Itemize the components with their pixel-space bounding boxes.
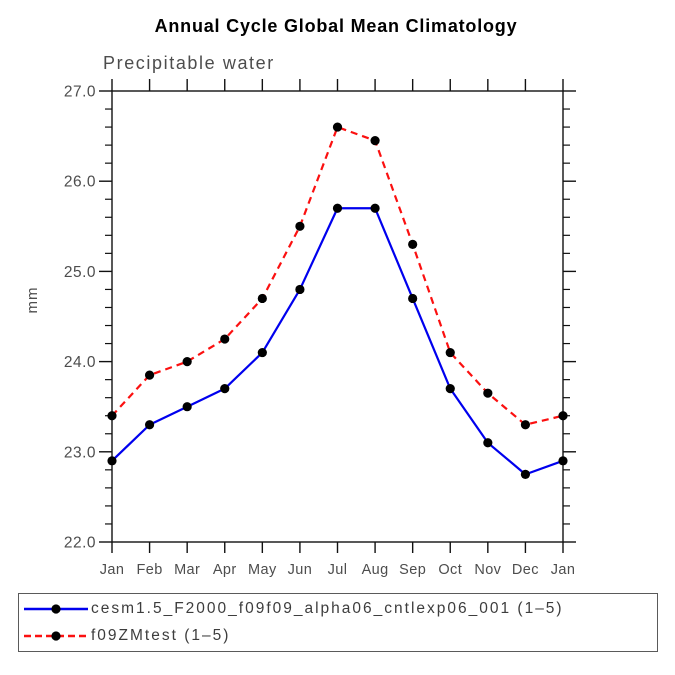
data-point: [558, 456, 568, 466]
y-tick-label: 24.0: [64, 354, 96, 371]
legend-marker-icon: [51, 631, 61, 641]
data-point: [445, 384, 455, 394]
data-point: [558, 411, 568, 421]
legend-line-sample-solid: [24, 604, 88, 614]
y-tick-label: 22.0: [64, 535, 96, 552]
data-point: [370, 136, 380, 146]
legend: cesm1.5_F2000_f09f09_alpha06_cntlexp06_0…: [18, 593, 658, 652]
data-point: [445, 347, 455, 358]
chart-subtitle: Precipitable water: [103, 53, 275, 73]
x-tick-label: Jan: [100, 562, 125, 578]
y-tick-label: 25.0: [64, 264, 96, 281]
data-point: [144, 370, 155, 380]
x-tick-label: Aug: [362, 562, 389, 578]
legend-marker-icon: [51, 604, 61, 614]
y-tick-label: 27.0: [64, 84, 96, 101]
plot-frame: [111, 90, 564, 543]
data-point: [257, 347, 267, 358]
legend-item: f09ZMtest (1–5): [23, 624, 657, 648]
series-line-0: [111, 207, 564, 476]
data-point: [520, 420, 531, 430]
x-tick-label: May: [248, 562, 277, 578]
y-tick-label: 23.0: [64, 444, 96, 461]
data-point: [370, 203, 380, 213]
data-point: [408, 293, 418, 304]
y-tick-label: 26.0: [64, 174, 96, 191]
x-tick-label: Jun: [288, 562, 313, 578]
data-point: [182, 357, 192, 367]
x-tick-label: Jul: [328, 562, 348, 578]
data-point: [295, 221, 305, 231]
x-tick-label: Sep: [399, 562, 426, 578]
data-point: [220, 384, 230, 394]
data-point: [182, 402, 192, 412]
legend-line-sample-dashed: [24, 631, 88, 641]
data-point: [144, 420, 155, 430]
data-point: [107, 411, 117, 421]
x-tick-label: Oct: [438, 562, 462, 578]
data-point: [107, 456, 117, 466]
data-point: [332, 122, 343, 132]
data-point: [257, 293, 267, 304]
series-line-1: [111, 125, 564, 426]
x-tick-label: Nov: [474, 562, 501, 578]
legend-item: cesm1.5_F2000_f09f09_alpha06_cntlexp06_0…: [23, 597, 657, 621]
data-point: [483, 438, 493, 448]
chart-title: Annual Cycle Global Mean Climatology: [154, 16, 518, 36]
x-tick-label: Apr: [213, 562, 237, 578]
legend-label: f09ZMtest (1–5): [91, 627, 231, 644]
data-point: [520, 469, 531, 479]
legend-label: cesm1.5_F2000_f09f09_alpha06_cntlexp06_0…: [91, 600, 564, 617]
x-tick-label: Mar: [174, 562, 200, 578]
data-point: [408, 239, 418, 249]
x-tick-label: Dec: [512, 562, 539, 578]
data-point: [220, 334, 230, 344]
x-tick-label: Feb: [136, 562, 162, 578]
data-point: [295, 284, 305, 295]
x-tick-label: Jan: [551, 562, 576, 578]
data-point: [483, 388, 493, 398]
data-point: [332, 203, 343, 213]
